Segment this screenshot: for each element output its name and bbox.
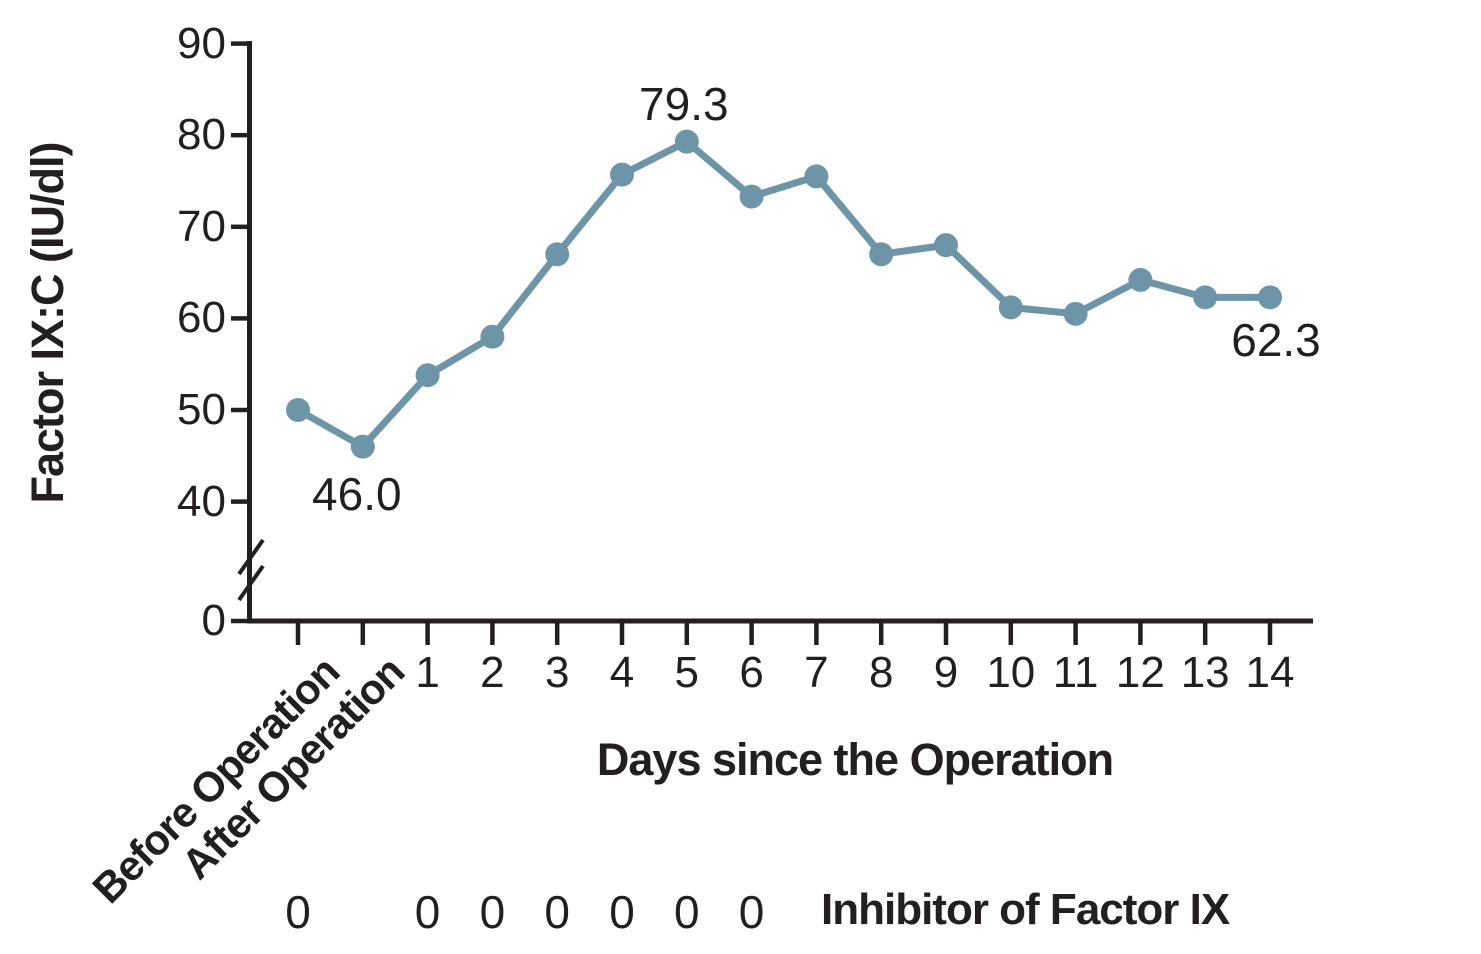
data-point-5 (674, 129, 699, 154)
x-tick-label-day-10: 10 (986, 648, 1036, 697)
data-point-6 (739, 184, 764, 209)
x-tick-label-day-12: 12 (1115, 648, 1165, 697)
y-tick-label-60: 60 (177, 293, 226, 343)
x-tick-label-day-2: 2 (480, 648, 505, 697)
inhibitor-row-label: Inhibitor of Factor IX (821, 885, 1230, 934)
x-tick-label-day-6: 6 (739, 648, 764, 697)
inhibitor-value-2: 0 (479, 886, 506, 938)
inhibitor-value-Before Operation: 0 (285, 886, 311, 938)
data-point-After Operation (350, 434, 375, 459)
inhibitor-value-6: 0 (738, 886, 765, 938)
data-point-10 (998, 295, 1023, 320)
x-tick-label-day-8: 8 (868, 648, 894, 697)
data-point-1 (415, 363, 440, 388)
x-tick-label-day-4: 4 (609, 648, 635, 697)
data-point-7 (804, 164, 829, 189)
y-tick-label-70: 70 (177, 201, 226, 251)
inhibitor-value-3: 0 (544, 886, 570, 938)
data-line (294, 138, 1274, 451)
x-tick-label-day-7: 7 (804, 648, 829, 697)
data-point-3 (545, 242, 570, 267)
point-value-label-62.3: 62.3 (1231, 314, 1321, 367)
y-axis-break-slash (237, 538, 265, 576)
x-tick-label-day-11: 11 (1052, 648, 1099, 697)
x-tick-label-day-9: 9 (933, 648, 959, 697)
data-point-2 (480, 324, 505, 349)
y-tick-label-80: 80 (177, 110, 226, 160)
data-point-Before Operation (286, 398, 310, 422)
inhibitor-value-1: 0 (414, 886, 441, 938)
y-axis-title: Factor IX:C (IU/dl) (22, 142, 73, 504)
data-point-11 (1063, 301, 1088, 326)
y-tick-label-40: 40 (177, 476, 226, 526)
inhibitor-value-5: 0 (674, 886, 700, 938)
x-tick-label-day-5: 5 (674, 648, 700, 697)
y-axis-break-slash (237, 564, 265, 602)
x-tick-label-day-1: 1 (415, 648, 440, 697)
y-tick-label-50: 50 (177, 385, 226, 434)
point-value-label-46.0: 46.0 (312, 467, 402, 520)
x-tick-label-day-14: 14 (1245, 648, 1295, 697)
x-tick-label-day-3: 3 (544, 648, 570, 697)
data-point-13 (1193, 285, 1218, 310)
x-axis-title: Days since the Operation (596, 734, 1114, 785)
x-tick-label-day-13: 13 (1180, 648, 1230, 697)
point-value-label-79.3: 79.3 (639, 77, 729, 130)
y-tick-label-0: 0 (201, 596, 226, 645)
data-point-4 (610, 162, 634, 187)
data-point-12 (1128, 267, 1153, 292)
y-tick-label-90: 90 (177, 18, 226, 68)
data-point-9 (934, 233, 958, 258)
data-point-8 (869, 242, 894, 267)
inhibitor-value-4: 0 (609, 886, 635, 938)
data-point-14 (1258, 285, 1282, 310)
